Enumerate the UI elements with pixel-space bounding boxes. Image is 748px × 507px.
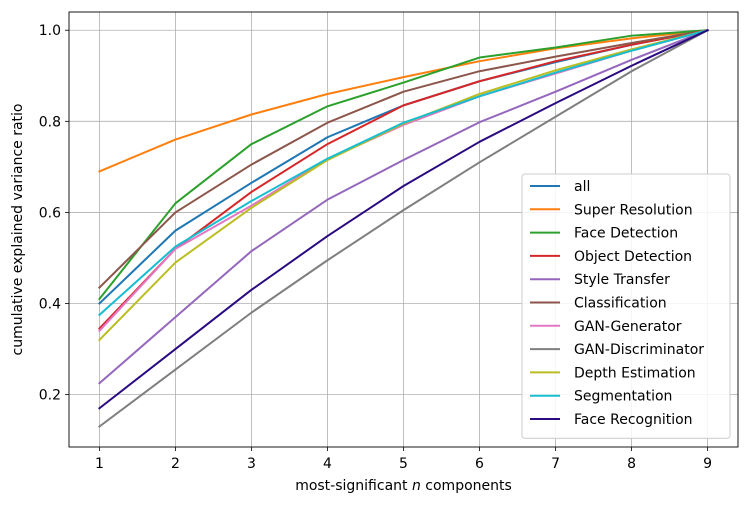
series-line-classification <box>97 29 709 289</box>
y-axis-ticks: 0.2 0.4 0.6 0.8 1.0 <box>39 23 69 404</box>
x-tick-label: 4 <box>323 456 332 472</box>
series-line-style-transfer <box>97 28 709 385</box>
legend-entry-label: Super Resolution <box>574 202 693 218</box>
y-tick-label: 1.0 <box>39 23 61 39</box>
x-tick-label: 6 <box>475 456 484 472</box>
y-tick-label: 0.8 <box>39 114 61 130</box>
legend-box <box>521 173 731 439</box>
legend-entry-label: Face Recognition <box>574 412 693 428</box>
legend-entry-label: GAN-Generator <box>574 319 682 335</box>
series-line-face-recognition <box>98 28 709 410</box>
x-tick-label: 2 <box>171 456 180 472</box>
x-axis-label-prefix: most-significant <box>295 478 412 494</box>
series-line-gan-discriminator <box>98 28 709 428</box>
legend-entry-label: Object Detection <box>574 249 692 265</box>
y-axis-label: cumulative explained variance ratio <box>10 104 26 356</box>
series-line-face-detection <box>98 29 709 301</box>
legend-entry-label: Style Transfer <box>574 272 670 288</box>
legend-entry-label: Depth Estimation <box>574 365 696 381</box>
grid-lines <box>69 12 738 447</box>
legend: all Super Resolution Face Detection Object … <box>521 173 731 439</box>
x-tick-label: 8 <box>627 456 636 472</box>
x-axis-label-suffix: components <box>421 478 512 494</box>
y-tick-label: 0.2 <box>39 388 61 404</box>
x-axis-label-variable: n <box>412 478 421 494</box>
x-tick-label: 9 <box>703 456 712 472</box>
legend-entry-label: Classification <box>574 296 667 312</box>
x-axis-label: most-significant n components <box>295 478 512 494</box>
series-line-super-resolution <box>98 29 709 173</box>
legend-entry-label: Segmentation <box>574 389 672 405</box>
legend-entry-label: Face Detection <box>574 226 678 242</box>
y-tick-label: 0.6 <box>39 205 61 221</box>
x-tick-label: 5 <box>399 456 408 472</box>
x-tick-label: 3 <box>247 456 256 472</box>
series-line-segmentation <box>97 28 709 317</box>
series-lines <box>97 28 709 428</box>
legend-entry-label: GAN-Discriminator <box>574 342 704 358</box>
x-tick-label: 1 <box>95 456 104 472</box>
legend-entry-label: all <box>574 179 590 195</box>
x-axis-ticks: 1 2 3 4 5 6 7 8 9 <box>95 447 712 472</box>
series-line-object-detection <box>97 29 709 330</box>
y-tick-label: 0.4 <box>39 297 61 313</box>
x-tick-label: 7 <box>551 456 560 472</box>
